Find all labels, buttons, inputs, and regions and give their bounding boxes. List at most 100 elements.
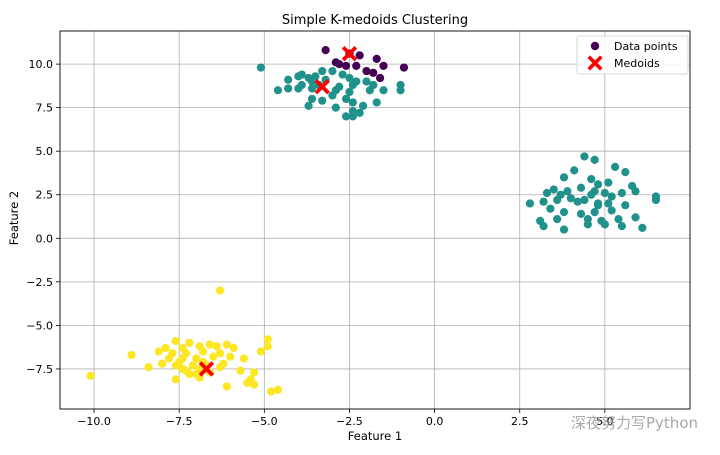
data-point xyxy=(587,174,596,184)
x-tick-label: 2.5 xyxy=(511,415,529,428)
data-point xyxy=(222,340,231,349)
data-point xyxy=(198,347,208,356)
data-point xyxy=(267,387,276,396)
data-point xyxy=(546,204,555,213)
data-point xyxy=(559,173,569,182)
data-point xyxy=(236,366,245,375)
data-point xyxy=(372,98,381,107)
data-point xyxy=(355,108,364,117)
chart-title: Simple K-medoids Clustering xyxy=(282,13,468,28)
data-point xyxy=(284,75,293,84)
data-point xyxy=(127,350,136,360)
data-point xyxy=(362,66,371,76)
legend-box xyxy=(576,35,689,75)
y-tick-label: 0.0 xyxy=(36,232,54,245)
data-point xyxy=(256,347,266,356)
data-point xyxy=(229,343,238,353)
data-point xyxy=(263,342,272,351)
data-point xyxy=(348,112,357,121)
y-tick-label: −5.0 xyxy=(26,319,53,332)
data-point xyxy=(355,51,364,60)
data-point xyxy=(328,66,337,76)
x-tick-label: −5.0 xyxy=(251,415,278,428)
data-point xyxy=(559,225,569,234)
grid-lines xyxy=(60,31,690,409)
data-point xyxy=(570,166,579,175)
data-point xyxy=(600,188,609,198)
data-point xyxy=(205,340,214,349)
data-point xyxy=(362,77,371,86)
data-point xyxy=(365,86,374,95)
data-point xyxy=(178,364,187,374)
data-point xyxy=(307,94,317,104)
data-point xyxy=(212,342,221,351)
data-point xyxy=(399,63,409,72)
data-point xyxy=(185,338,194,347)
y-tick-label: −2.5 xyxy=(26,276,53,289)
data-point xyxy=(610,162,620,171)
data-point xyxy=(154,347,163,356)
y-tick-label: −7.5 xyxy=(26,363,53,376)
data-point xyxy=(539,221,548,231)
data-point xyxy=(331,103,340,112)
data-point xyxy=(621,201,630,210)
data-point xyxy=(86,371,95,381)
x-tick-label: 5.0 xyxy=(596,415,614,428)
data-point xyxy=(549,185,558,194)
data-point xyxy=(192,354,201,363)
data-point xyxy=(553,195,562,205)
data-point xyxy=(263,335,272,344)
data-point xyxy=(593,201,603,210)
data-point xyxy=(161,343,170,353)
data-point xyxy=(542,188,552,198)
data-point xyxy=(341,112,351,121)
data-point xyxy=(617,188,626,198)
data-point xyxy=(372,54,381,63)
data-point xyxy=(583,220,592,229)
data-point xyxy=(348,98,357,107)
data-point xyxy=(576,209,586,219)
data-point xyxy=(614,215,623,224)
watermark-text: 深夜努力写Python xyxy=(571,414,698,432)
data-point xyxy=(338,70,347,79)
axis-ticks: −10.0 −7.5 −5.0 −2.5 0.0 2.5 5.0 −7.5 −5.0 −2.5 0.… xyxy=(26,58,613,428)
data-point xyxy=(273,86,283,95)
data-point xyxy=(553,215,562,224)
data-point xyxy=(525,199,535,208)
data-point xyxy=(352,61,361,70)
data-point xyxy=(358,101,368,111)
data-point xyxy=(171,375,180,384)
data-point xyxy=(215,349,225,358)
data-point xyxy=(590,155,599,165)
data-point xyxy=(638,223,647,232)
data-point xyxy=(284,84,293,93)
data-point xyxy=(379,86,388,95)
x-tick-label: −10.0 xyxy=(77,415,111,428)
data-point xyxy=(164,354,174,363)
data-point xyxy=(209,352,218,361)
y-axis-label: Feature 2 xyxy=(7,191,21,245)
medoid-markers xyxy=(198,45,358,377)
data-point xyxy=(226,352,235,361)
data-point xyxy=(215,363,225,372)
medoid-marker xyxy=(341,45,358,62)
data-point xyxy=(294,72,303,81)
data-point xyxy=(369,68,378,77)
data-point xyxy=(307,77,317,86)
data-point xyxy=(158,359,167,368)
data-point xyxy=(539,197,548,206)
plot-frame xyxy=(59,30,691,410)
data-point xyxy=(341,61,351,70)
x-axis-label: Feature 1 xyxy=(348,429,402,443)
medoid-marker xyxy=(198,361,215,377)
data-point xyxy=(587,190,596,199)
medoid-marker xyxy=(314,79,330,95)
data-point xyxy=(559,208,569,217)
data-point xyxy=(573,197,582,206)
data-point xyxy=(318,66,327,76)
data-point xyxy=(631,187,640,196)
data-point xyxy=(604,178,613,187)
data-point xyxy=(335,59,344,69)
data-point xyxy=(580,195,589,205)
